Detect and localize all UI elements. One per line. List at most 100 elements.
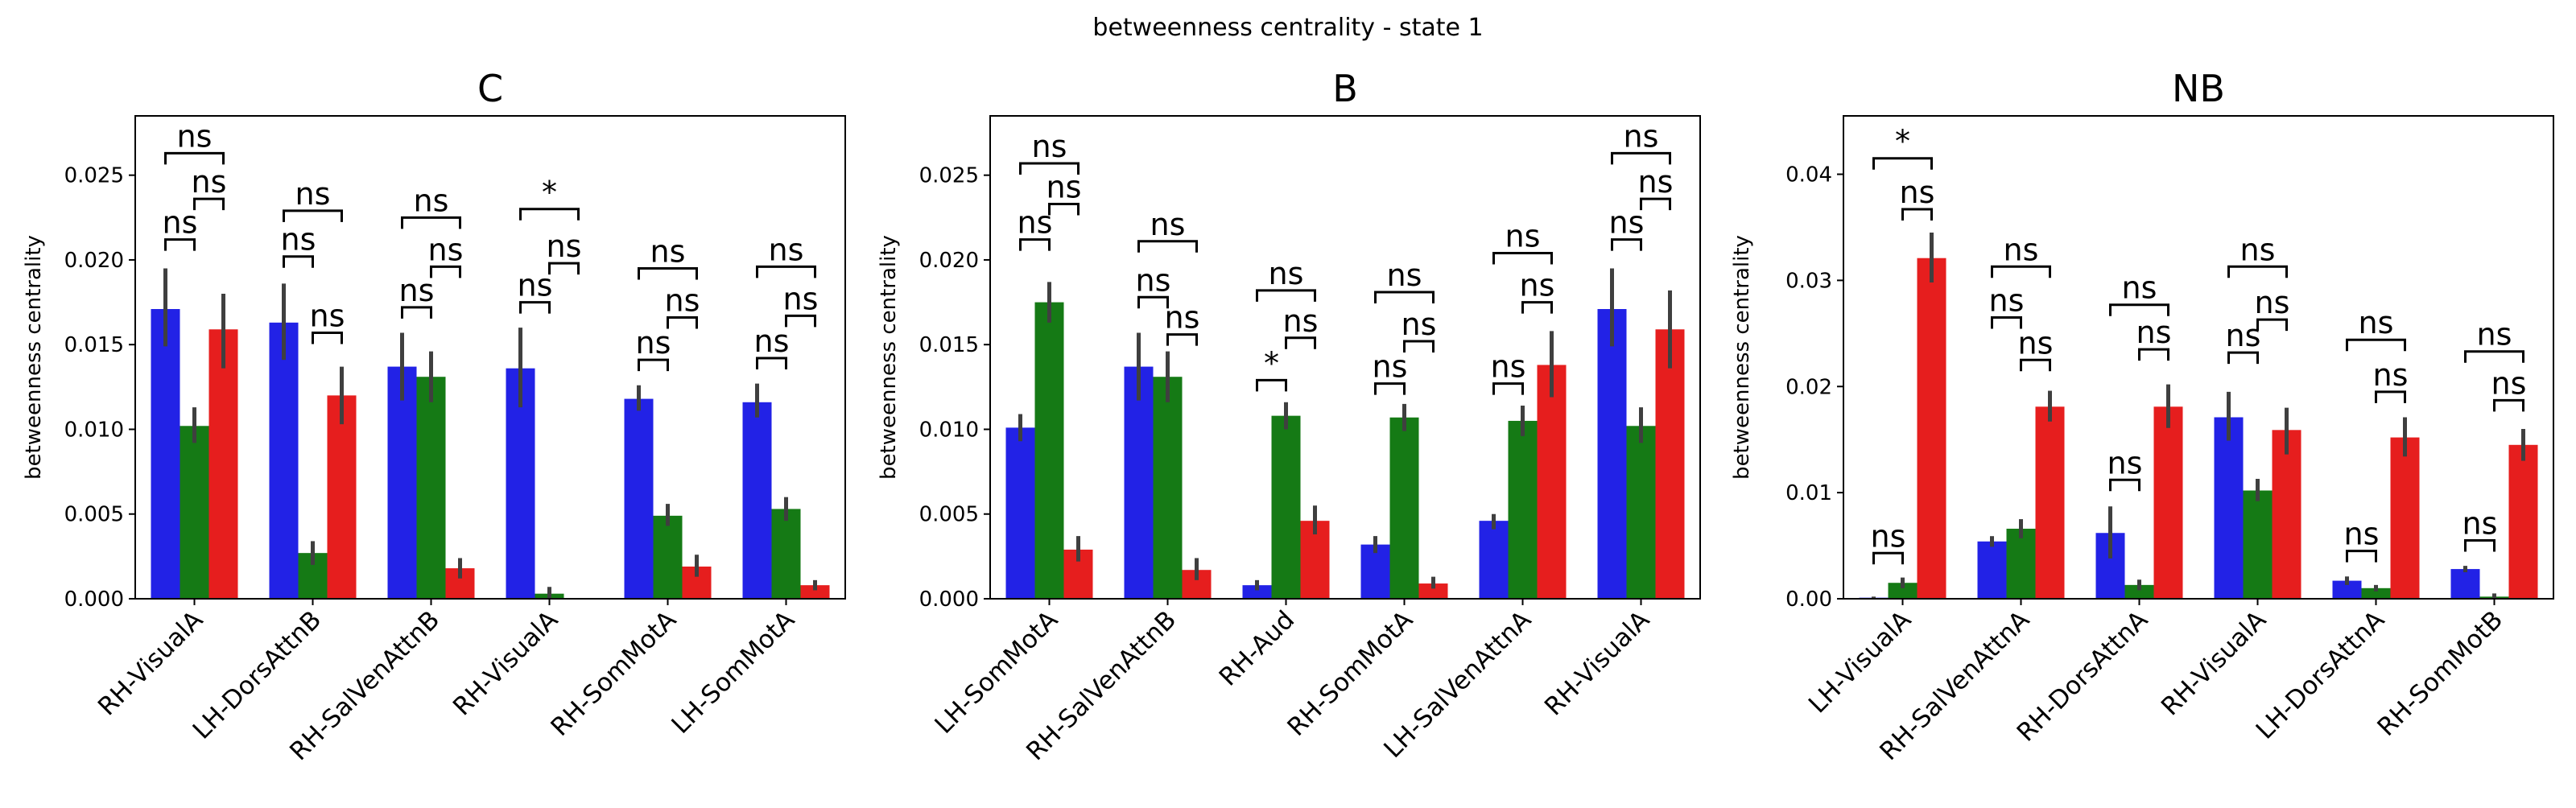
plot-frame [1843, 115, 2554, 600]
chart-title: NB [2172, 67, 2225, 110]
significance-label: ns [1505, 219, 1541, 254]
y-tick-label: 0.020 [919, 249, 979, 273]
significance-label: ns [428, 232, 464, 267]
chart-title: B [1332, 67, 1358, 110]
significance-bracket [638, 358, 669, 372]
bar [2153, 406, 2183, 599]
significance-label: ns [281, 222, 316, 258]
x-tick-label: LH-DorsAttnA [2251, 605, 2390, 744]
significance-label: * [542, 175, 557, 210]
significance-label: ns [2359, 305, 2394, 340]
significance-label: ns [2107, 445, 2143, 480]
bar [151, 309, 180, 599]
bar [2508, 444, 2538, 599]
y-axis-label: betweenness centrality [22, 235, 46, 480]
bar [742, 402, 772, 599]
y-tick-label: 0.005 [64, 503, 124, 527]
significance-label: ns [2255, 285, 2290, 320]
significance-label: ns [518, 268, 553, 303]
significance-label: ns [1609, 205, 1645, 241]
bar [2243, 490, 2273, 599]
bar [269, 322, 299, 599]
significance-bracket [401, 306, 432, 319]
bar [1888, 583, 1918, 599]
bar [1034, 302, 1064, 599]
significance-label: ns [310, 298, 345, 333]
bar [327, 395, 357, 599]
bar [1271, 415, 1301, 599]
significance-bracket [1872, 551, 1904, 565]
significance-bracket [1137, 240, 1198, 253]
significance-label: ns [2462, 505, 2498, 541]
significance-label: ns [2004, 232, 2039, 267]
significance-bracket [283, 255, 314, 268]
bar [1977, 541, 2007, 599]
significance-bracket [2346, 338, 2406, 352]
significance-bracket [2227, 265, 2288, 278]
significance-label: ns [2136, 315, 2172, 350]
y-tick-label: 0.005 [919, 503, 979, 527]
significance-label: ns [754, 324, 790, 359]
significance-bracket [401, 216, 461, 229]
bar [1389, 417, 1419, 599]
y-tick-label: 0.000 [919, 587, 979, 612]
bar [1479, 521, 1509, 599]
significance-bracket [1137, 295, 1169, 309]
significance-bracket [1256, 378, 1287, 392]
significance-bracket [519, 208, 580, 221]
significance-bracket [1991, 265, 2051, 278]
significance-bracket [1285, 336, 1316, 349]
significance-label: ns [665, 283, 700, 319]
significance-bracket [2493, 398, 2524, 412]
bar [1153, 377, 1183, 599]
significance-bracket [756, 265, 816, 278]
significance-label: ns [1269, 256, 1304, 291]
y-axis-label: betweenness centrality [1730, 235, 1754, 480]
significance-label: ns [1387, 258, 1422, 293]
significance-bracket [785, 314, 816, 328]
significance-bracket [2346, 550, 2377, 563]
significance-label: ns [192, 164, 227, 200]
significance-bracket [2256, 318, 2288, 332]
significance-bracket [1521, 301, 1553, 314]
significance-label: ns [1150, 207, 1186, 242]
significance-label: ns [2122, 270, 2157, 306]
x-tick-label: RH-SomMotA [545, 605, 682, 742]
significance-bracket [756, 357, 787, 370]
x-tick-label: RH-VisualA [448, 605, 564, 721]
significance-label: ns [1046, 169, 1082, 204]
significance-bracket [430, 265, 461, 278]
significance-bracket [1492, 382, 1524, 395]
bar [2214, 417, 2244, 599]
significance-label: * [1264, 345, 1279, 381]
bar [2006, 528, 2036, 599]
significance-bracket [519, 301, 551, 314]
x-tick-label: LH-SomMotA [930, 605, 1064, 740]
y-tick-label: 0.01 [1785, 481, 1832, 505]
significance-label: ns [163, 205, 198, 241]
y-tick-label: 0.02 [1785, 375, 1832, 399]
significance-bracket [1166, 333, 1198, 346]
significance-bracket [638, 266, 698, 280]
x-tick-label: RH-Aud [1214, 605, 1300, 691]
significance-label: ns [2491, 365, 2527, 401]
significance-label: ns [1624, 118, 1659, 154]
bar [2332, 580, 2362, 599]
significance-label: ns [1491, 349, 1526, 385]
significance-bracket [2109, 303, 2169, 316]
plot-frame [989, 115, 1701, 600]
significance-bracket [283, 209, 343, 222]
significance-label: ns [1900, 175, 1935, 210]
significance-bracket [2020, 358, 2051, 372]
bar [1005, 427, 1035, 599]
significance-bracket [2109, 478, 2140, 492]
significance-bracket [1492, 252, 1553, 265]
significance-label: ns [1018, 205, 1053, 241]
bar [2390, 437, 2420, 599]
significance-label: ns [2477, 317, 2512, 352]
x-tick-label: RH-VisualA [1539, 605, 1655, 721]
significance-bracket [1611, 238, 1642, 251]
